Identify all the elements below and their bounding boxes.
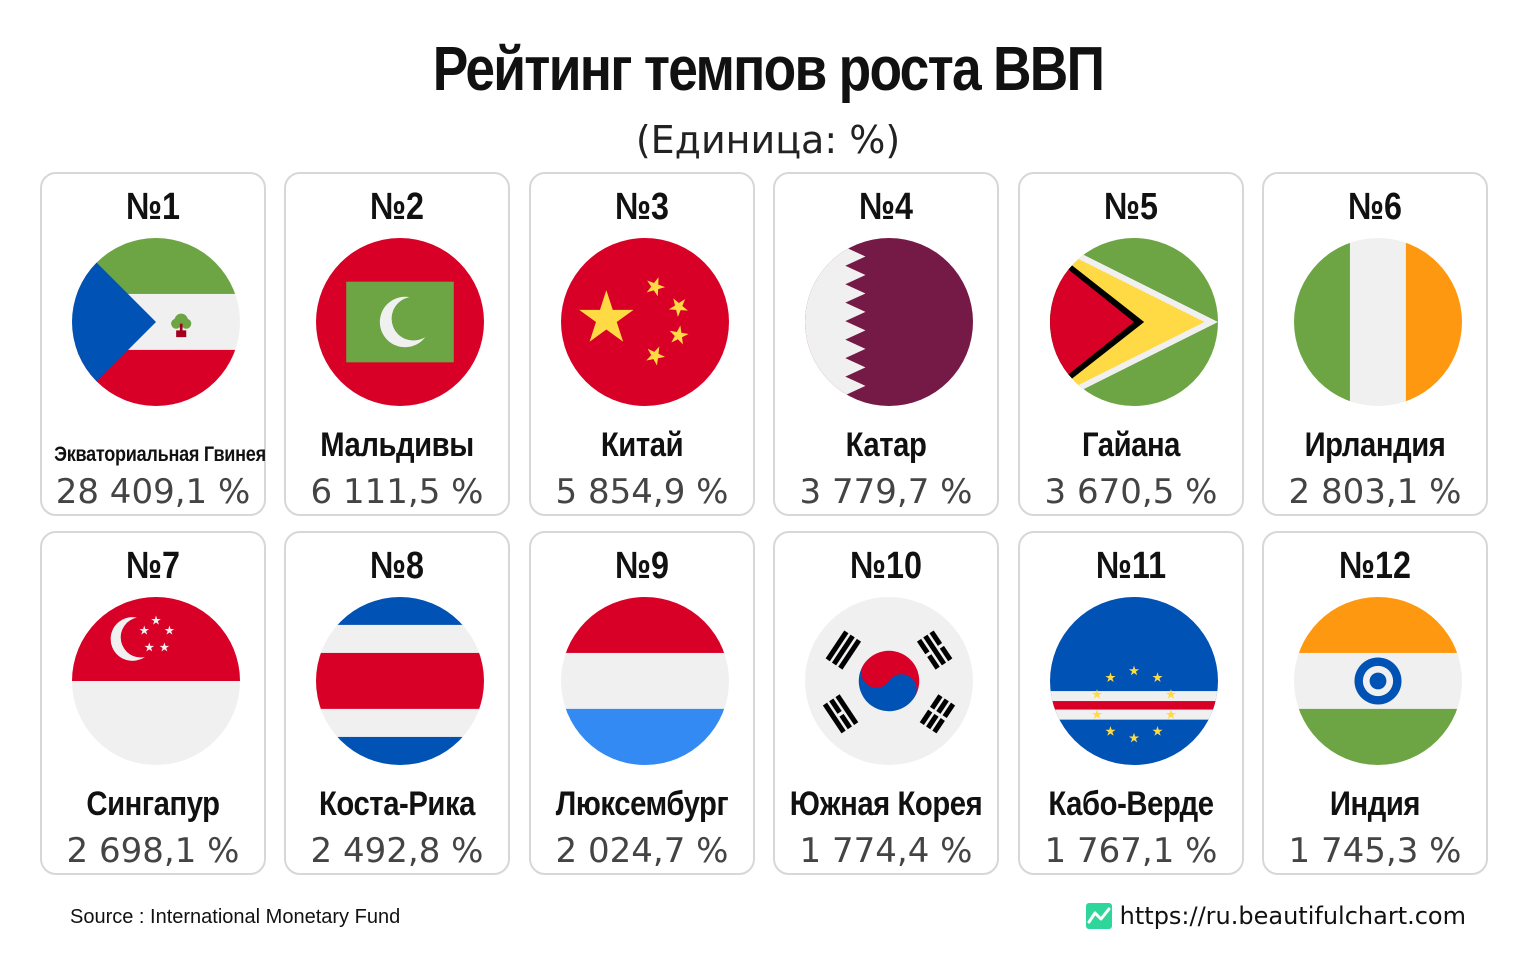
- country-name: Люксембург: [555, 785, 729, 823]
- ranking-card: №12 Индия 1 745,3 %: [1262, 531, 1488, 875]
- equatorial-guinea-flag-icon: [72, 238, 240, 406]
- growth-value: 2 024,7 %: [555, 831, 729, 871]
- rank-label: №9: [615, 545, 669, 587]
- india-flag-icon: [1294, 597, 1462, 765]
- rank-label: №12: [1339, 545, 1411, 587]
- ranking-card: №4 Катар 3 779,7 %: [773, 172, 999, 516]
- ranking-card: №8 Коста-Рика 2 492,8 %: [284, 531, 510, 875]
- site-url[interactable]: https://ru.beautifulchart.com: [1119, 902, 1466, 930]
- rank-label: №6: [1348, 186, 1402, 228]
- rank-label: №11: [1095, 545, 1167, 587]
- chart-subtitle: (Единица: %): [635, 118, 901, 162]
- ranking-card: №1 Экваториальная Гвинея 28 409,1 %: [40, 172, 266, 516]
- rank-label: №1: [126, 186, 180, 228]
- rank-label: №10: [850, 545, 922, 587]
- chart-title: Рейтинг темпов роста ВВП: [432, 35, 1105, 104]
- growth-value: 1 767,1 %: [1044, 831, 1218, 871]
- country-name: Катар: [845, 426, 927, 464]
- growth-value: 2 698,1 %: [66, 831, 240, 871]
- country-name: Кабо-Верде: [1048, 785, 1214, 823]
- china-flag-icon: [561, 238, 729, 406]
- country-name: Китай: [600, 426, 684, 464]
- rank-label: №7: [126, 545, 180, 587]
- ranking-card: №9 Люксембург 2 024,7 %: [529, 531, 755, 875]
- ranking-card: №3 Китай 5 854,9 %: [529, 172, 755, 516]
- line-chart-icon: [1085, 903, 1112, 929]
- source-note: Source : International Monetary Fund: [70, 906, 401, 928]
- growth-value: 6 111,5 %: [310, 472, 484, 512]
- growth-value: 28 409,1 %: [55, 472, 251, 512]
- growth-value: 1 745,3 %: [1288, 831, 1462, 871]
- country-name: Южная Корея: [789, 785, 983, 823]
- country-name: Коста-Рика: [319, 785, 475, 823]
- rank-label: №3: [615, 186, 669, 228]
- rank-label: №4: [859, 186, 913, 228]
- ranking-card: №10 Южная Корея 1 774,4 %: [773, 531, 999, 875]
- ranking-card: №2 Мальдивы 6 111,5 %: [284, 172, 510, 516]
- luxembourg-flag-icon: [561, 597, 729, 765]
- country-name: Гайана: [1081, 426, 1181, 464]
- rank-label: №5: [1104, 186, 1158, 228]
- growth-value: 2 492,8 %: [310, 831, 484, 871]
- rank-label: №8: [370, 545, 424, 587]
- growth-value: 2 803,1 %: [1288, 472, 1462, 512]
- south-korea-flag-icon: [805, 597, 973, 765]
- site-credit[interactable]: https://ru.beautifulchart.com: [1085, 902, 1466, 930]
- country-name: Сингапур: [86, 785, 220, 823]
- country-name: Экваториальная Гвинея: [54, 443, 266, 466]
- growth-value: 3 670,5 %: [1044, 472, 1218, 512]
- country-name: Мальдивы: [320, 426, 474, 464]
- ranking-card: №5 Гайана 3 670,5 %: [1018, 172, 1244, 516]
- ireland-flag-icon: [1294, 238, 1462, 406]
- growth-value: 5 854,9 %: [555, 472, 729, 512]
- ranking-card: №11: [1018, 531, 1244, 875]
- country-name: Ирландия: [1304, 426, 1446, 464]
- growth-value: 3 779,7 %: [799, 472, 973, 512]
- maldives-flag-icon: [316, 238, 484, 406]
- guyana-flag-icon: [1050, 238, 1218, 406]
- costa-rica-flag-icon: [316, 597, 484, 765]
- singapore-flag-icon: [72, 597, 240, 765]
- cape-verde-flag-icon: [1050, 597, 1218, 765]
- growth-value: 1 774,4 %: [799, 831, 973, 871]
- qatar-flag-icon: [805, 238, 973, 406]
- rank-label: №2: [370, 186, 424, 228]
- ranking-card: №6 Ирландия 2 803,1 %: [1262, 172, 1488, 516]
- country-name: Индия: [1329, 785, 1421, 823]
- ranking-card: №7 Сингапур 2 698,1 %: [40, 531, 266, 875]
